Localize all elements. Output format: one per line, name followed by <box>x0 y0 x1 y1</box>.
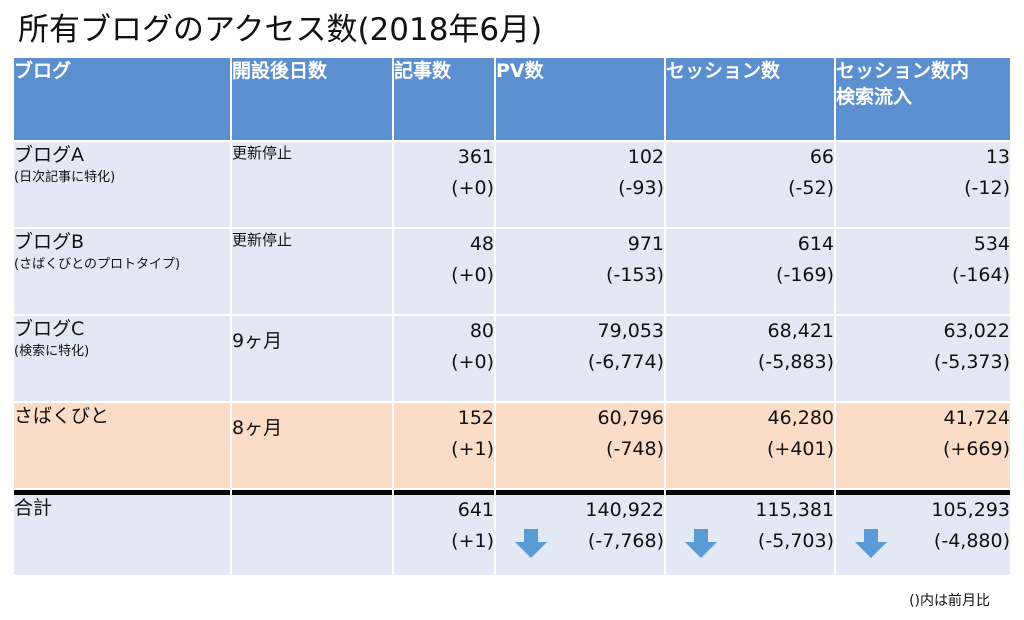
articles-diff: (+0) <box>451 264 494 286</box>
pv-diff: (-93) <box>618 177 664 199</box>
pv-cell: 140,922 (-7,768) <box>496 490 664 575</box>
articles-value: 361 <box>457 146 494 168</box>
search-value: 534 <box>973 233 1010 255</box>
blog-name: ブログB <box>14 231 85 253</box>
search-value: 105,293 <box>931 499 1010 521</box>
pv-diff: (-7,768) <box>587 530 664 552</box>
pv-value: 60,796 <box>597 407 664 429</box>
blog-name-cell: ブログC (検索に特化) <box>14 316 230 401</box>
pv-cell: 102 (-93) <box>496 142 664 227</box>
header-row: ブログ 開設後日数 記事数 PV数 セッション数 セッション数内 検索流入 <box>14 58 1010 140</box>
search-diff: (+669) <box>942 438 1010 460</box>
down-arrow-icon <box>855 529 887 558</box>
page-title: 所有ブログのアクセス数(2018年6月) <box>18 12 543 48</box>
blog-name-cell: ブログB (さばくびとのプロトタイプ) <box>14 229 230 314</box>
header-pv: PV数 <box>496 58 664 140</box>
sessions-diff: (-5,703) <box>757 530 834 552</box>
header-sessions: セッション数 <box>666 58 834 140</box>
pv-diff: (-748) <box>606 438 664 460</box>
articles-value: 80 <box>469 320 494 342</box>
sessions-cell: 46,280 (+401) <box>666 403 834 488</box>
header-search-sessions-line2: 検索流入 <box>836 86 913 108</box>
sessions-cell: 66 (-52) <box>666 142 834 227</box>
header-search-sessions-line1: セッション数内 <box>836 60 970 82</box>
header-days: 開設後日数 <box>232 58 392 140</box>
articles-diff: (+1) <box>451 438 494 460</box>
search-cell: 534 (-164) <box>836 229 1010 314</box>
pv-value: 140,922 <box>585 499 664 521</box>
sessions-value: 115,381 <box>755 499 834 521</box>
blog-name: ブログA <box>14 144 84 166</box>
articles-cell: 48 (+0) <box>394 229 494 314</box>
search-value: 13 <box>985 146 1010 168</box>
sessions-cell: 68,421 (-5,883) <box>666 316 834 401</box>
total-label-cell: 合計 <box>14 490 230 575</box>
pv-value: 102 <box>627 146 664 168</box>
sessions-value: 66 <box>809 146 834 168</box>
pv-cell: 971 (-153) <box>496 229 664 314</box>
sessions-cell: 115,381 (-5,703) <box>666 490 834 575</box>
days-cell: 更新停止 <box>232 142 392 227</box>
sessions-diff: (+401) <box>766 438 834 460</box>
down-arrow-icon <box>515 529 547 558</box>
total-row: 合計 641 (+1) 140,922 (-7,768) 115,381 (-5… <box>14 490 1010 575</box>
articles-value: 48 <box>469 233 494 255</box>
search-value: 41,724 <box>943 407 1010 429</box>
footnote: ()内は前月比 <box>909 593 990 609</box>
articles-value: 152 <box>457 407 494 429</box>
pv-cell: 60,796 (-748) <box>496 403 664 488</box>
blog-name: さばくびと <box>14 405 110 427</box>
pv-diff: (-6,774) <box>587 351 664 373</box>
search-value: 63,022 <box>943 320 1010 342</box>
blog-note: (日次記事に特化) <box>14 170 116 185</box>
days-cell: 9ヶ月 <box>232 316 392 401</box>
days-cell: 8ヶ月 <box>232 403 392 488</box>
header-articles: 記事数 <box>394 58 494 140</box>
blog-name-cell: さばくびと <box>14 403 230 488</box>
search-diff: (-5,373) <box>933 351 1010 373</box>
search-diff: (-164) <box>952 264 1010 286</box>
articles-cell: 152 (+1) <box>394 403 494 488</box>
articles-diff: (+1) <box>451 530 494 552</box>
articles-cell: 80 (+0) <box>394 316 494 401</box>
articles-cell: 361 (+0) <box>394 142 494 227</box>
sessions-diff: (-5,883) <box>757 351 834 373</box>
down-arrow-icon <box>685 529 717 558</box>
pv-cell: 79,053 (-6,774) <box>496 316 664 401</box>
articles-diff: (+0) <box>451 351 494 373</box>
table-row-highlighted: さばくびと 8ヶ月 152 (+1) 60,796 (-748) 46,280 … <box>14 403 1010 488</box>
sessions-diff: (-169) <box>776 264 834 286</box>
table-row: ブログB (さばくびとのプロトタイプ) 更新停止 48 (+0) 971 (-1… <box>14 229 1010 314</box>
header-search-sessions: セッション数内 検索流入 <box>836 58 1010 140</box>
days-cell: 更新停止 <box>232 229 392 314</box>
table-row: ブログC (検索に特化) 9ヶ月 80 (+0) 79,053 (-6,774)… <box>14 316 1010 401</box>
blog-name-cell: ブログA (日次記事に特化) <box>14 142 230 227</box>
blog-access-table: ブログ 開設後日数 記事数 PV数 セッション数 セッション数内 検索流入 ブロ… <box>12 56 1012 577</box>
articles-cell: 641 (+1) <box>394 490 494 575</box>
search-diff: (-12) <box>964 177 1010 199</box>
sessions-value: 68,421 <box>767 320 834 342</box>
blog-note: (さばくびとのプロトタイプ) <box>14 257 181 272</box>
pv-value: 971 <box>627 233 664 255</box>
header-blog: ブログ <box>14 58 230 140</box>
search-cell: 63,022 (-5,373) <box>836 316 1010 401</box>
days-cell <box>232 490 392 575</box>
blog-name: ブログC <box>14 318 85 340</box>
sessions-diff: (-52) <box>788 177 834 199</box>
table-row: ブログA (日次記事に特化) 更新停止 361 (+0) 102 (-93) 6… <box>14 142 1010 227</box>
sessions-value: 46,280 <box>767 407 834 429</box>
sessions-value: 614 <box>797 233 834 255</box>
search-cell: 13 (-12) <box>836 142 1010 227</box>
pv-value: 79,053 <box>597 320 664 342</box>
total-label: 合計 <box>14 497 53 519</box>
articles-value: 641 <box>457 499 494 521</box>
search-diff: (-4,880) <box>933 530 1010 552</box>
blog-note: (検索に特化) <box>14 344 90 359</box>
pv-diff: (-153) <box>606 264 664 286</box>
search-cell: 105,293 (-4,880) <box>836 490 1010 575</box>
search-cell: 41,724 (+669) <box>836 403 1010 488</box>
articles-diff: (+0) <box>451 177 494 199</box>
sessions-cell: 614 (-169) <box>666 229 834 314</box>
